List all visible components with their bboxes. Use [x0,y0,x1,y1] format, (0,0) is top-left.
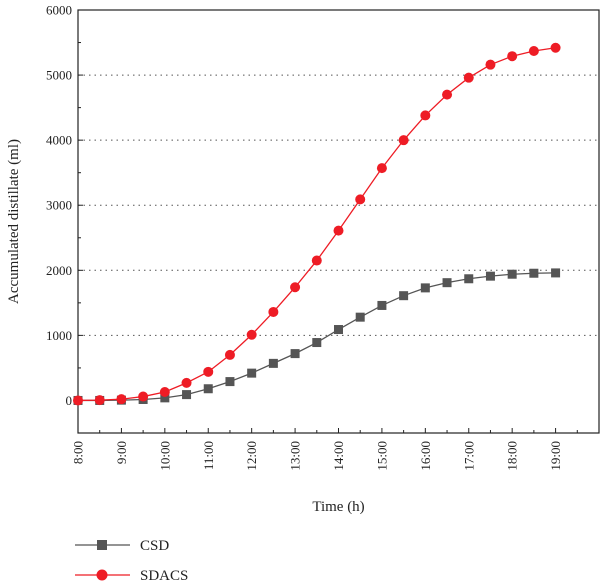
data-point [420,283,430,293]
data-point [160,393,170,403]
series-line [77,47,556,402]
data-point [529,268,539,278]
data-point [442,89,453,100]
x-tick-label: 14:00 [331,441,346,471]
data-point [159,387,170,398]
series-layer [73,42,561,406]
data-point [355,312,365,322]
data-point [485,59,496,70]
y-tick-label: 2000 [46,263,72,278]
legend-marker [97,540,107,550]
legend-marker [96,569,108,581]
data-point [485,271,495,281]
y-axis-title: Accumulated distillate (ml) [6,139,22,304]
y-tick-label: 1000 [46,328,72,343]
data-point [551,268,561,278]
data-point [94,395,105,406]
x-tick-label: 19:00 [548,441,563,471]
data-point [268,306,279,317]
legend-label: CSD [140,538,169,554]
data-point [550,42,561,53]
legend: CSD SDACS [75,538,188,584]
data-point [377,300,387,310]
data-point [225,377,235,387]
data-point [290,282,301,293]
y-tick-label: 6000 [46,3,72,18]
data-point [442,278,452,288]
data-point [290,349,300,359]
axes [77,9,600,434]
data-point [311,255,322,266]
data-point [246,329,257,340]
x-tick-label: 15:00 [374,441,389,471]
data-point [334,325,343,335]
x-axis-title: Time (h) [312,499,364,515]
x-tick-label: 9:00 [114,441,129,464]
data-point [203,366,214,377]
series-line [78,272,556,402]
data-point [182,390,192,400]
data-point [376,163,387,174]
y-tick-label: 5000 [46,68,72,83]
data-point [181,377,192,388]
series-csd [73,268,561,405]
data-point [355,194,366,205]
legend-item-sdacs: SDACS [75,568,188,584]
data-point [224,349,235,360]
x-tick-label: 17:00 [461,441,476,471]
data-point [247,368,257,378]
data-point [399,291,409,301]
plot-frame [77,9,600,434]
data-point [528,45,539,56]
gridlines [78,74,599,336]
legend-label: SDACS [140,568,188,584]
data-point [464,274,474,284]
legend-item-csd: CSD [75,538,169,554]
data-point [463,72,474,83]
data-point [116,394,127,405]
data-point [73,395,83,406]
x-tick-label: 10:00 [157,441,172,471]
y-tick-label: 0 [66,393,73,408]
x-tick-label: 8:00 [71,441,86,464]
data-point [507,51,518,62]
x-tick-label: 18:00 [505,441,520,471]
x-tick-label: 13:00 [288,441,303,471]
x-tick-label: 16:00 [418,441,433,471]
x-tick-label: 12:00 [244,441,259,471]
data-point [507,269,517,279]
data-point [420,110,431,121]
data-point [398,135,409,146]
data-point [203,384,213,394]
x-tick-label: 11:00 [201,441,216,470]
data-point [268,358,278,368]
y-tick-label: 4000 [46,133,72,148]
data-point [138,391,149,402]
data-point [312,338,322,348]
y-tick-label: 3000 [46,198,72,213]
tick-labels: 0 1000 2000 3000 4000 5000 6000 8:00 9:00 10:00 11… [46,3,563,471]
series-sdacs [73,42,561,406]
data-point [333,225,344,236]
